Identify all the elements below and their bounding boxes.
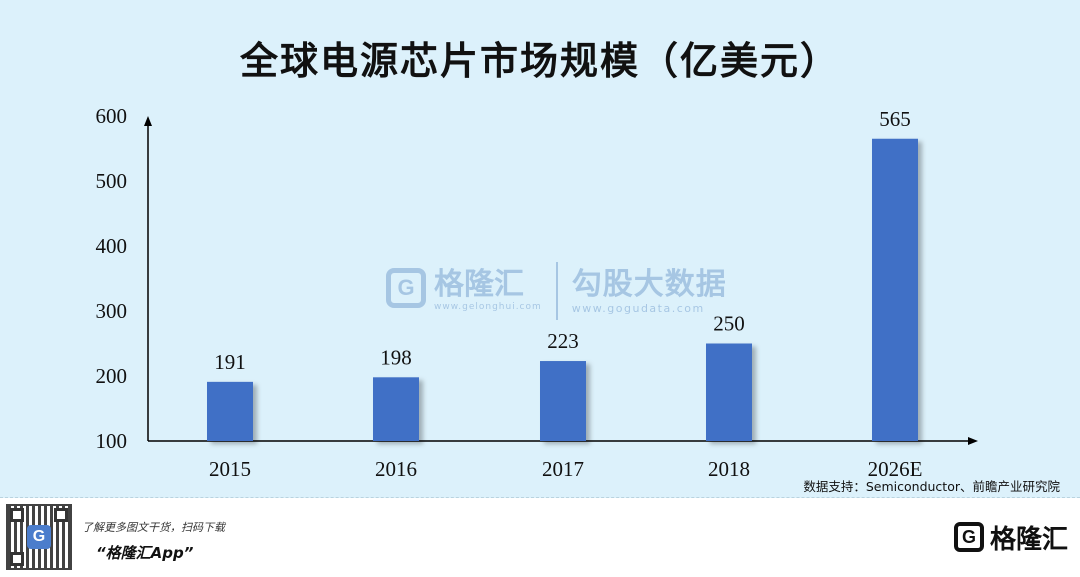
y-tick-label: 600: [96, 104, 128, 128]
watermark-divider: [555, 262, 558, 320]
data-label-2017: 223: [547, 329, 579, 353]
brand-name: 格隆汇: [989, 524, 1068, 555]
x-tick-label-2026E: 2026E: [868, 457, 923, 481]
x-tick-label-2015: 2015: [209, 457, 251, 481]
watermark-partner: 勾股大数据: [571, 267, 727, 302]
y-tick-label: 100: [96, 429, 128, 453]
x-tick-label-2016: 2016: [375, 457, 417, 481]
x-tick-label-2018: 2018: [708, 457, 750, 481]
data-label-2016: 198: [380, 345, 412, 369]
bar-chart: 100 200 300 400 500 600 191 2015 198 2016 223 2017 2…: [96, 104, 978, 481]
watermark-brand-url: www.gelonghui.com: [434, 302, 542, 312]
data-source: 数据支持：Semiconductor、前瞻产业研究院: [803, 479, 1060, 494]
qr-code-icon[interactable]: G: [6, 504, 72, 570]
x-tick-label-2017: 2017: [542, 457, 584, 481]
footer-divider: [0, 497, 1080, 498]
bar-2018: [706, 343, 752, 441]
qr-logo-icon: G: [27, 525, 51, 549]
y-tick-label: 400: [96, 234, 128, 258]
gelonghui-logo-icon: G: [386, 268, 426, 308]
footer: G 了解更多图文干货，扫码下载 “格隆汇App” G 格隆汇: [0, 498, 1080, 577]
bar-2026E: [872, 138, 918, 441]
watermark-brand: 格隆汇: [434, 267, 524, 302]
y-axis-arrow-icon: [144, 116, 152, 126]
footer-promo-text: 了解更多图文干货，扫码下载: [82, 521, 225, 534]
x-axis-arrow-icon: [968, 437, 978, 445]
data-label-2018: 250: [713, 312, 745, 336]
data-label-2026E: 565: [879, 107, 911, 131]
footer-app-name: “格隆汇App”: [96, 544, 194, 562]
data-label-2015: 191: [214, 350, 246, 374]
watermark: G 格隆汇 www.gelonghui.com 勾股大数据 www.goguda…: [386, 262, 727, 320]
brand-g-icon: G: [953, 522, 984, 552]
brand-logo: G 格隆汇: [953, 520, 1068, 555]
y-tick-label: 300: [96, 299, 128, 323]
chart-title: 全球电源芯片市场规模（亿美元）: [239, 39, 840, 83]
y-tick-label: 200: [96, 364, 128, 388]
bar-2015: [207, 381, 253, 441]
watermark-partner-url: www.gogudata.com: [571, 302, 705, 315]
bar-2017: [540, 361, 586, 441]
y-tick-label: 500: [96, 169, 128, 193]
bar-2016: [373, 377, 419, 441]
